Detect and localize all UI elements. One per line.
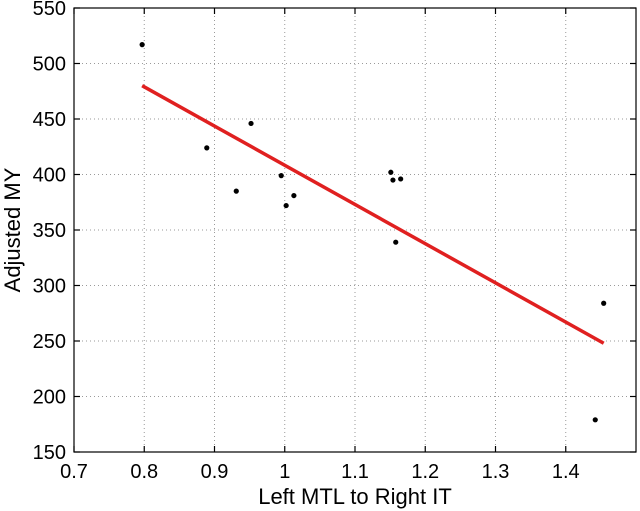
x-tick-label: 1.1	[341, 461, 369, 483]
y-tick-labels: 150 200 250 300 350 400 450 500 550	[33, 0, 66, 464]
x-axis-label: Left MTL to Right IT	[258, 484, 452, 509]
data-point	[139, 42, 145, 48]
data-points	[139, 42, 607, 423]
y-tick-label: 250	[33, 331, 66, 353]
data-point	[393, 239, 399, 245]
data-point	[283, 202, 289, 209]
x-tick-label: 1.3	[482, 461, 510, 483]
y-tick-label: 450	[33, 109, 66, 131]
x-tick-label: 1.4	[552, 461, 580, 483]
y-tick-label: 550	[33, 0, 66, 20]
data-point	[390, 177, 396, 183]
x-tick-label: 1	[279, 461, 290, 483]
data-point	[601, 300, 607, 306]
data-point	[291, 192, 297, 199]
x-tick-label: 0.9	[201, 461, 229, 483]
y-tick-label: 350	[33, 220, 66, 242]
data-point	[248, 120, 254, 127]
x-tick-labels: 0.7 0.8 0.9 1 1.1 1.2 1.3 1.4	[60, 461, 580, 483]
y-tick-label: 500	[33, 54, 66, 76]
data-point	[592, 417, 598, 423]
data-point	[388, 169, 394, 175]
x-tick-label: 0.8	[130, 461, 158, 483]
y-tick-label: 400	[33, 165, 66, 187]
tick-marks	[73, 7, 636, 453]
regression-line-group	[141, 84, 605, 345]
x-tick-label: 1.2	[411, 461, 439, 483]
data-point	[398, 176, 404, 182]
data-point	[204, 145, 210, 151]
y-tick-label: 300	[33, 276, 66, 298]
y-axis-label: Adjusted MY	[0, 167, 25, 292]
data-point	[278, 173, 284, 179]
y-tick-label: 200	[33, 387, 66, 409]
x-tick-label: 0.7	[60, 461, 88, 483]
y-tick-label: 150	[33, 442, 66, 464]
data-point	[233, 188, 239, 194]
regression-line	[141, 84, 605, 345]
grid-lines	[74, 8, 636, 452]
